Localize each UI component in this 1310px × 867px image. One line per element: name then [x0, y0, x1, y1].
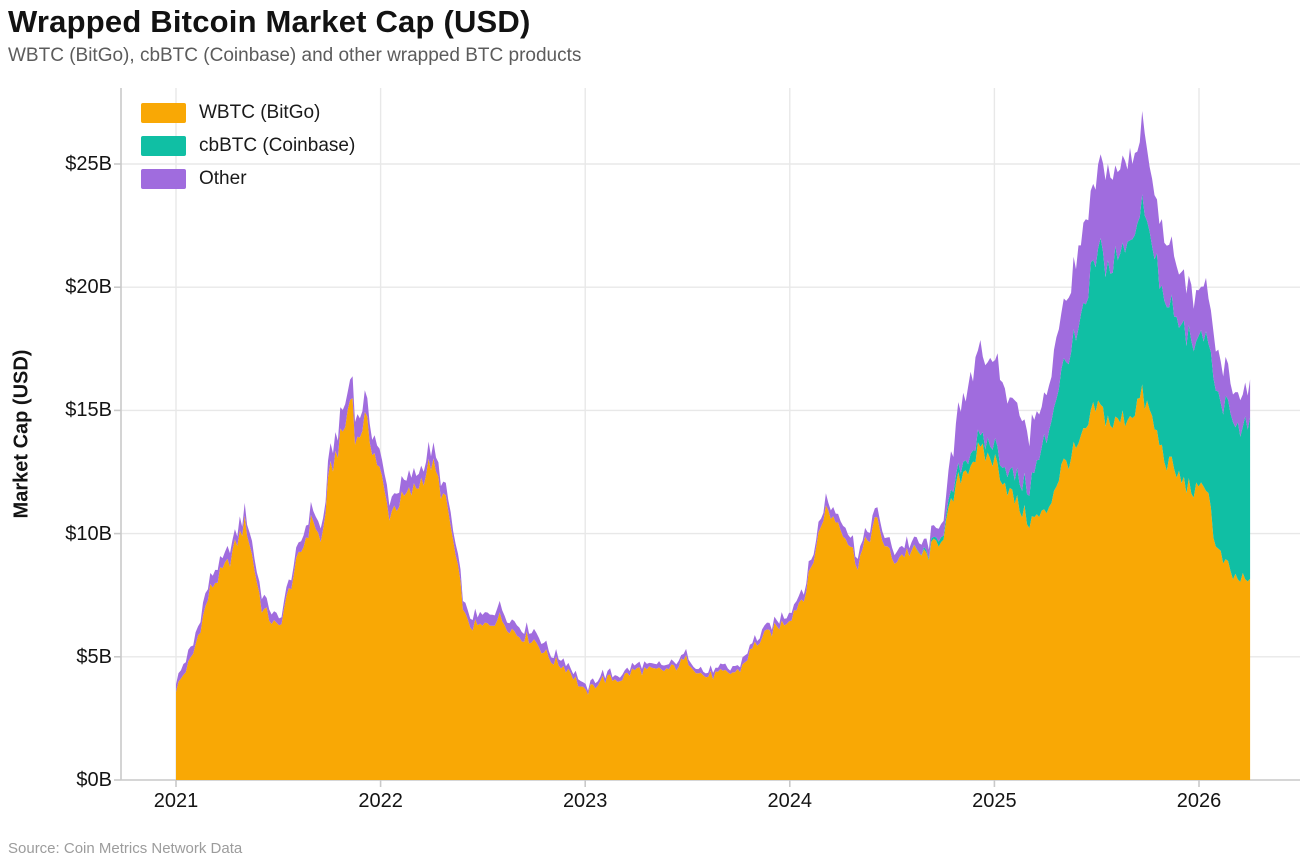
y-tick-label: $15B — [65, 399, 112, 422]
legend-item-cbbtc: cbBTC (Coinbase) — [141, 135, 355, 157]
chart-subtitle: WBTC (BitGo), cbBTC (Coinbase) and other… — [8, 45, 582, 66]
y-tick-label: $5B — [76, 645, 112, 668]
legend: WBTC (BitGo) cbBTC (Coinbase) Other — [141, 102, 355, 190]
legend-swatch-wbtc — [141, 103, 186, 123]
x-tick-label: 2022 — [358, 790, 403, 812]
legend-item-wbtc: WBTC (BitGo) — [141, 102, 355, 124]
chart-title: Wrapped Bitcoin Market Cap (USD) — [8, 4, 531, 39]
legend-swatch-other — [141, 169, 186, 189]
legend-item-other: Other — [141, 168, 355, 190]
y-tick-label: $10B — [65, 522, 112, 545]
y-axis-title: Market Cap (USD) — [10, 349, 33, 519]
legend-label-other: Other — [199, 168, 247, 189]
x-tick-label: 2025 — [972, 790, 1017, 812]
area-wbtc — [176, 384, 1251, 780]
y-tick-label: $25B — [65, 153, 112, 175]
x-tick-label: 2021 — [153, 790, 199, 812]
x-tick-label: 2023 — [562, 790, 608, 812]
source-credit: Source: Coin Metrics Network Data — [8, 840, 243, 857]
area-other — [176, 111, 1251, 695]
legend-label-wbtc: WBTC (BitGo) — [199, 102, 321, 123]
x-tick-label: 2026 — [1176, 790, 1222, 812]
area-cbbtc — [176, 194, 1251, 695]
legend-swatch-cbbtc — [141, 136, 186, 156]
y-tick-label: $20B — [65, 276, 112, 299]
y-tick-label: $0B — [76, 769, 112, 791]
x-tick-label: 2024 — [767, 790, 813, 812]
legend-label-cbbtc: cbBTC (Coinbase) — [199, 135, 356, 156]
